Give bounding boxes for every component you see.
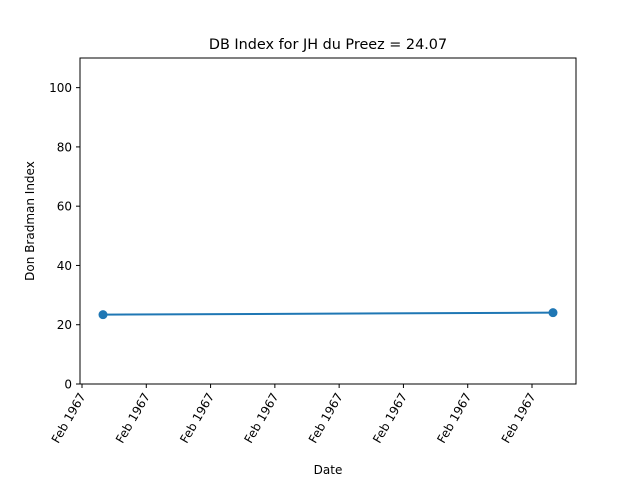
y-tick-label: 20 xyxy=(57,318,72,332)
plot-area xyxy=(98,308,558,320)
y-axis-label: Don Bradman Index xyxy=(23,161,37,281)
y-tick-label: 80 xyxy=(57,140,72,154)
data-point xyxy=(98,310,108,320)
data-point xyxy=(548,308,558,318)
y-axis: 0 20 40 60 80 100 xyxy=(49,81,80,392)
y-tick-label: 40 xyxy=(57,259,72,273)
series-line xyxy=(102,311,554,316)
axes-frame xyxy=(79,57,577,385)
y-tick-label: 60 xyxy=(57,200,72,214)
y-tick-label: 0 xyxy=(64,378,72,392)
y-tick-label: 100 xyxy=(49,81,72,95)
x-axis-label: Date xyxy=(314,463,343,477)
chart-title: DB Index for JH du Preez = 24.07 xyxy=(209,37,447,53)
